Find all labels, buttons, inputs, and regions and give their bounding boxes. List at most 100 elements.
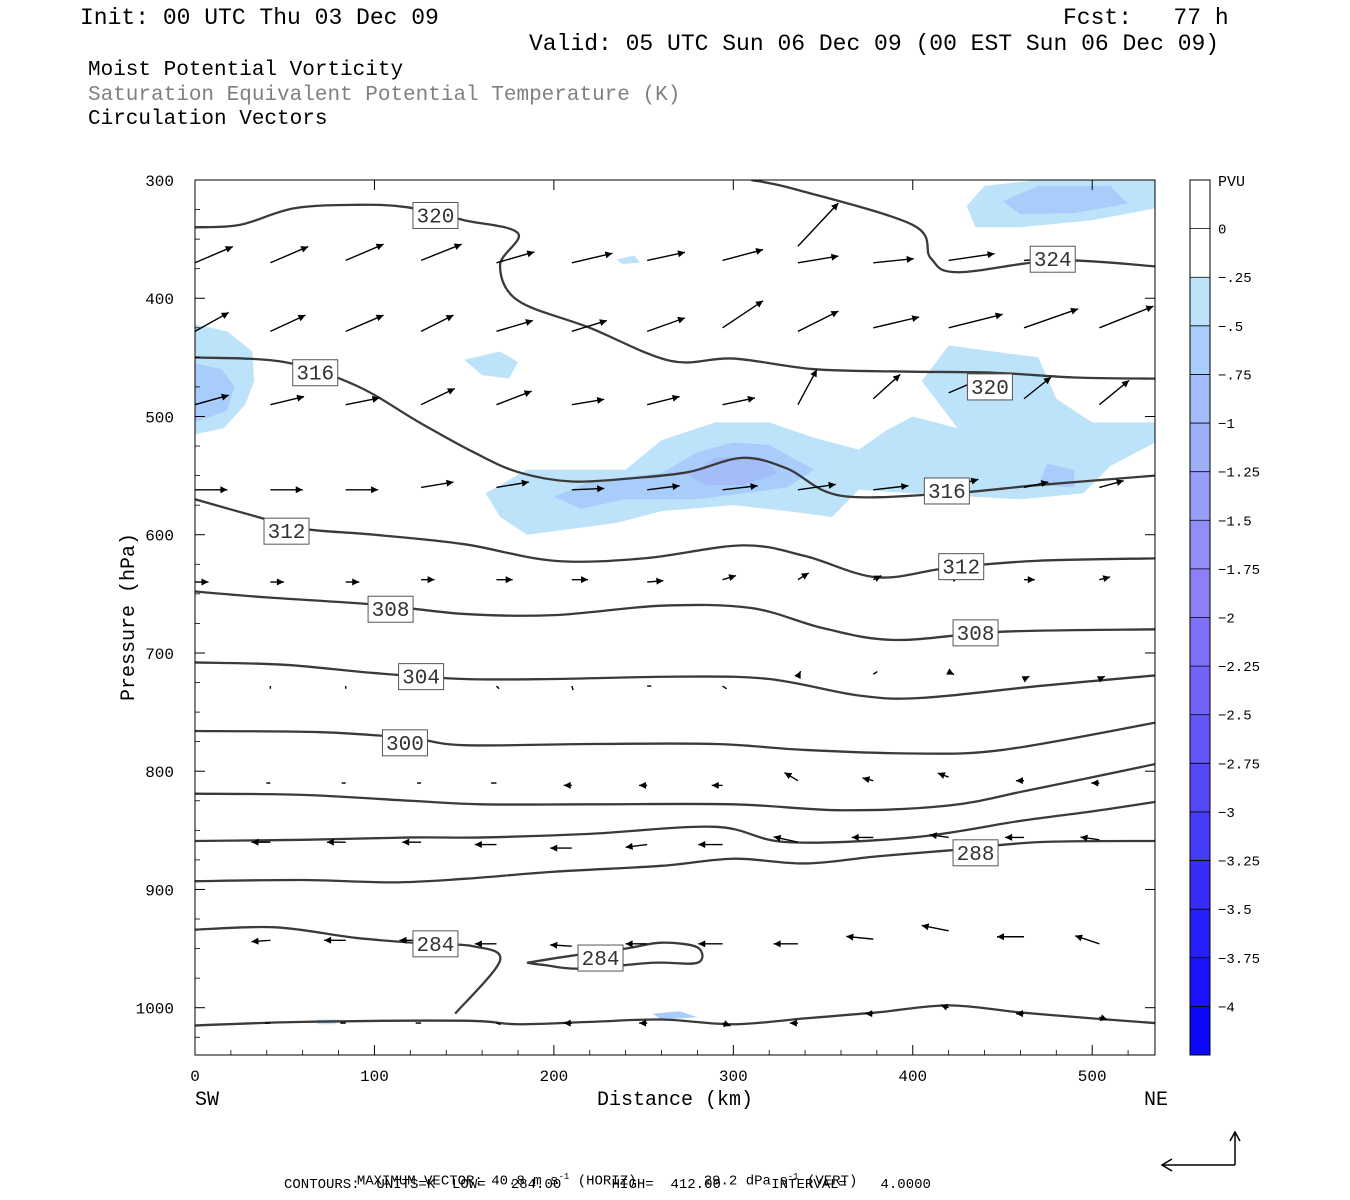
- vector-head: [865, 1010, 873, 1018]
- contour-label-box: [381, 729, 428, 757]
- vector-head: [1096, 676, 1105, 683]
- circulation-vector: [784, 771, 799, 782]
- circulation-vector: [873, 315, 920, 329]
- circulation-vector: [251, 937, 271, 945]
- circulation-vector: [345, 243, 384, 262]
- vector-head: [901, 483, 909, 491]
- vector-head: [474, 841, 482, 849]
- colorbar-swatch: [1190, 277, 1210, 326]
- field-title-theta-es: Saturation Equivalent Potential Temperat…: [88, 84, 681, 107]
- y-tick-label: 800: [145, 764, 174, 782]
- circulation-vector: [270, 394, 305, 406]
- vector-head: [550, 844, 558, 852]
- circulation-vector: [797, 481, 836, 491]
- y-tick-label: 700: [145, 646, 174, 664]
- circulation-vector: [550, 941, 572, 949]
- vector-head: [698, 940, 706, 948]
- contour-label-box: [966, 373, 1013, 401]
- vector-head: [1091, 779, 1099, 787]
- y-tick-label: 900: [145, 882, 174, 900]
- vector-head: [220, 312, 229, 319]
- contour-label: 316: [296, 364, 334, 387]
- max-vector-horiz: 40.8 m s: [491, 1173, 559, 1190]
- circulation-vector: [1015, 777, 1025, 785]
- colorbar-swatch: [1190, 811, 1210, 861]
- circulation-vector: [1099, 1014, 1108, 1021]
- circulation-vector: [698, 940, 723, 948]
- circulation-vector: [270, 245, 309, 264]
- circulation-vector: [420, 387, 456, 406]
- circulation-vector: [474, 841, 497, 849]
- isentrope-contours: [195, 180, 1155, 1027]
- vector-head: [773, 834, 782, 842]
- colorbar-swatch: [1190, 714, 1210, 764]
- vector-head: [873, 575, 882, 582]
- vector-head: [625, 842, 633, 850]
- colorbar-label: −1.75: [1218, 563, 1260, 579]
- isentrope-312: [195, 498, 1155, 579]
- circulation-vector: [571, 319, 608, 333]
- contour-label: 316: [928, 482, 966, 505]
- x-tick-label: 200: [539, 1068, 568, 1086]
- vector-head: [937, 772, 946, 779]
- vector-head: [671, 394, 680, 402]
- vector-shaft: [797, 202, 839, 247]
- vector-head: [940, 1003, 949, 1011]
- circulation-vector: [1023, 376, 1052, 400]
- isentrope-296: [195, 762, 1155, 812]
- exponent-horiz: -1: [558, 1172, 570, 1182]
- vector-head: [597, 485, 605, 493]
- circulation-vector: [195, 486, 228, 494]
- circulation-vector: [794, 670, 802, 680]
- contour-label: 320: [417, 206, 455, 229]
- contour-label-box: [923, 477, 970, 505]
- colorbar-label: −3.25: [1218, 855, 1260, 871]
- vector-shaft: [873, 316, 920, 329]
- circulation-vector: [1021, 675, 1030, 683]
- circulation-vector: [1015, 1010, 1025, 1018]
- circulation-vector: [946, 668, 955, 676]
- vector-head: [375, 314, 384, 322]
- contour-label: 284: [417, 935, 455, 958]
- y-axis-label: Pressure (hPa): [118, 533, 141, 701]
- circulation-vector: [195, 311, 230, 332]
- x-left-label: SW: [195, 1089, 219, 1112]
- vector-head: [828, 481, 836, 489]
- vector-head: [1043, 377, 1052, 385]
- vector-head: [297, 314, 306, 322]
- horiz-tag: (HORIZ): [577, 1173, 637, 1190]
- vector-head: [711, 781, 719, 789]
- circulation-vector: [625, 940, 648, 948]
- contour-label-box: [938, 553, 985, 581]
- contour-label-box: [367, 595, 414, 623]
- circulation-vector: [722, 483, 758, 491]
- vector-head: [1080, 834, 1088, 842]
- vector-head: [929, 832, 938, 840]
- contour-label-box: [263, 517, 310, 545]
- pv-colorbar: 0 −.25 −.5 −.75 −1 −1.25 −1.5 −1.75 −2 −2.25 −2.5 −…: [1189, 179, 1260, 1056]
- vector-head: [747, 395, 755, 403]
- circulation-vector: [571, 396, 605, 406]
- vector-head: [221, 393, 229, 401]
- circulation-vector: [326, 838, 346, 846]
- vector-head: [800, 572, 809, 580]
- mpv-region: [195, 363, 235, 423]
- vector-shaft: [1023, 308, 1079, 329]
- circulation-vector: [195, 578, 209, 586]
- y-tick-label: 600: [145, 528, 174, 546]
- circulation-vector: [1023, 307, 1079, 329]
- vector-head: [1015, 1010, 1023, 1018]
- circulation-vector: [571, 251, 613, 264]
- vector-head: [1027, 576, 1035, 584]
- vector-head: [892, 374, 901, 382]
- vector-head: [224, 246, 233, 253]
- vector-head: [722, 1020, 731, 1027]
- vector-head: [525, 319, 533, 326]
- vector-head: [324, 936, 332, 944]
- axes: 0 100 200 300 400 500 300 400 500 600 700 800 900 100…: [136, 173, 1155, 1086]
- vector-head: [521, 479, 529, 487]
- vector-head: [300, 246, 309, 253]
- vector-head: [784, 772, 793, 780]
- circulation-vector: [797, 369, 818, 405]
- vector-head: [987, 251, 995, 259]
